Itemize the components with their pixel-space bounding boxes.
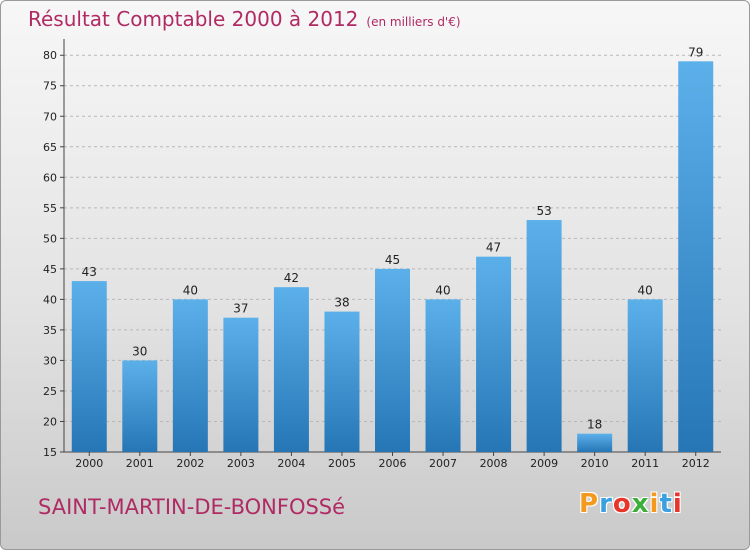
x-tick-label: 2008 — [480, 457, 508, 470]
x-tick-label: 2005 — [328, 457, 356, 470]
bar — [577, 433, 613, 452]
chart-subtitle: (en milliers d'€) — [366, 15, 461, 29]
bar-layer — [71, 61, 714, 452]
y-tick-label: 40 — [43, 293, 57, 306]
x-tick-label: 2011 — [631, 457, 659, 470]
y-tick-label: 65 — [43, 141, 57, 154]
logo-letter: x — [631, 489, 650, 519]
logo-letter: o — [612, 489, 632, 519]
x-tick-label: 2012 — [682, 457, 710, 470]
bar-value-label: 30 — [132, 344, 147, 358]
y-tick-label: 30 — [43, 354, 57, 367]
bar-value-label: 79 — [688, 45, 703, 59]
bar-value-label: 53 — [536, 204, 551, 218]
y-tick-label: 25 — [43, 385, 57, 398]
town-name: SAINT-MARTIN-DE-BONFOSSé — [38, 495, 346, 519]
bar-value-label: 42 — [284, 271, 299, 285]
bar — [627, 299, 663, 452]
x-tick-label: 2001 — [126, 457, 154, 470]
bar-value-label: 18 — [587, 418, 602, 432]
bar — [476, 256, 512, 452]
bar-value-label: 40 — [435, 283, 450, 297]
logo-letter: i — [649, 489, 660, 519]
logo-letter: i — [672, 489, 683, 519]
bar-value-label: 40 — [183, 283, 198, 297]
y-tick-label: 20 — [43, 415, 57, 428]
chart-title: Résultat Comptable 2000 à 2012 (en millie… — [28, 7, 461, 31]
y-tick-label: 35 — [43, 324, 57, 337]
bar — [71, 281, 107, 452]
bar — [526, 220, 562, 452]
bar — [375, 268, 410, 452]
y-tick-label: 75 — [43, 80, 57, 93]
x-tick-label: 2010 — [581, 457, 609, 470]
y-tick-label: 15 — [43, 446, 57, 459]
x-tick-label: 2003 — [227, 457, 255, 470]
y-tick-label: 55 — [43, 202, 57, 215]
chart-title-main: Résultat Comptable 2000 à 2012 — [28, 7, 359, 31]
bar-value-label: 45 — [385, 253, 400, 267]
proxiti-logo: Proxiti — [579, 489, 683, 519]
bar-value-label: 38 — [334, 296, 349, 310]
x-tick-label: 2002 — [176, 457, 204, 470]
y-tick-label: 45 — [43, 263, 57, 276]
y-tick-label: 80 — [43, 49, 57, 62]
bar — [273, 287, 309, 452]
bar — [678, 61, 714, 452]
bar-value-label: 40 — [638, 283, 653, 297]
x-tick-label: 2000 — [75, 457, 103, 470]
bar — [324, 311, 360, 452]
logo-letter: r — [599, 489, 613, 519]
logo-letter: t — [659, 489, 673, 519]
y-tick-label: 60 — [43, 171, 57, 184]
bar — [122, 360, 158, 452]
axis-layer: 15 20 25 30 35 40 45 50 55 60 65 70 75 80 2000 2001 2002… — [43, 39, 721, 470]
x-tick-label: 2009 — [530, 457, 558, 470]
label-layer: 43 30 40 37 42 38 45 40 47 53 18 40 79 — [82, 45, 704, 431]
bar — [223, 317, 259, 452]
x-tick-label: 2006 — [379, 457, 407, 470]
bar-value-label: 47 — [486, 241, 501, 255]
bar — [172, 299, 208, 452]
bar-value-label: 43 — [82, 265, 97, 279]
y-tick-label: 50 — [43, 232, 57, 245]
x-tick-label: 2004 — [277, 457, 305, 470]
logo-letter: P — [579, 489, 600, 519]
bar-value-label: 37 — [233, 302, 248, 316]
x-tick-label: 2007 — [429, 457, 457, 470]
bar — [425, 299, 461, 452]
y-tick-label: 70 — [43, 110, 57, 123]
